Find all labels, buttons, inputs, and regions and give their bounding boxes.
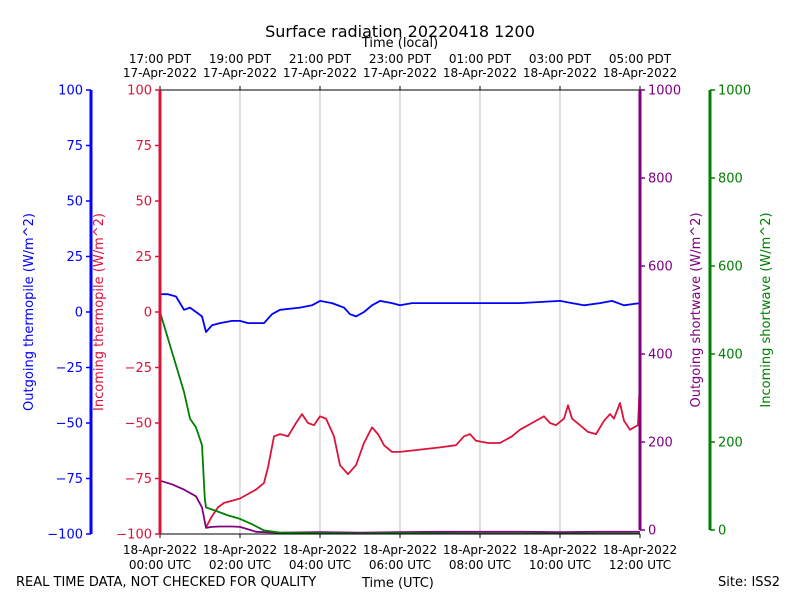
- x-top-date-1: 17-Apr-2022: [203, 66, 277, 80]
- incoming-thermopile-tick-label-2: −50: [125, 417, 152, 432]
- incoming-shortwave-tick-label-0: 0: [718, 524, 726, 539]
- x-bottom-time-1: 02:00 UTC: [209, 558, 271, 572]
- x-bottom-time-4: 08:00 UTC: [449, 558, 511, 572]
- outgoing-shortwave-axis-label: Outgoing shortwave (W/m^2): [689, 212, 704, 407]
- outgoing-thermopile-tick-label-0: −100: [47, 528, 83, 543]
- x-bottom-date-5: 18-Apr-2022: [523, 543, 597, 557]
- x-top-date-6: 18-Apr-2022: [603, 66, 677, 80]
- x-top-date-2: 17-Apr-2022: [283, 66, 357, 80]
- series-line-incoming-thermopile: [205, 378, 641, 528]
- x-bottom-date-2: 18-Apr-2022: [283, 543, 357, 557]
- incoming-thermopile-tick-label-4: 0: [144, 306, 152, 321]
- x-bottom-time-6: 12:00 UTC: [609, 558, 671, 572]
- incoming-shortwave-axis-label: Incoming shortwave (W/m^2): [759, 212, 774, 407]
- series-line-outgoing-thermopile: [160, 293, 641, 333]
- x-top-time-1: 19:00 PDT: [209, 52, 272, 66]
- x-top-time-2: 21:00 PDT: [289, 52, 352, 66]
- incoming-thermopile-tick-label-3: −25: [125, 361, 152, 376]
- x-bottom-time-2: 04:00 UTC: [289, 558, 351, 572]
- incoming-shortwave-tick-label-5: 1000: [718, 84, 751, 99]
- bottom-axis-label: Time (UTC): [362, 576, 434, 591]
- outgoing-shortwave-tick-label-0: 0: [648, 524, 656, 539]
- x-top-time-3: 23:00 PDT: [369, 52, 432, 66]
- top-axis-label: Time (local): [361, 36, 438, 51]
- outgoing-thermopile-tick-label-4: 0: [75, 306, 83, 321]
- x-top-date-0: 17-Apr-2022: [123, 66, 197, 80]
- x-top-time-4: 01:00 PDT: [449, 52, 512, 66]
- incoming-thermopile-axis-label: Incoming thermopile (W/m^2): [92, 213, 107, 411]
- incoming-thermopile-tick-label-0: −100: [116, 528, 152, 543]
- x-bottom-date-6: 18-Apr-2022: [603, 543, 677, 557]
- incoming-thermopile-tick-label-8: 100: [127, 84, 152, 99]
- outgoing-thermopile-tick-label-2: −50: [56, 417, 83, 432]
- quality-notice: REAL TIME DATA, NOT CHECKED FOR QUALITY: [16, 575, 317, 590]
- incoming-shortwave-tick-label-1: 200: [718, 436, 743, 451]
- outgoing-shortwave-tick-label-2: 400: [648, 348, 673, 363]
- site-label: Site: ISS2: [718, 575, 781, 590]
- outgoing-shortwave-tick-label-1: 200: [648, 436, 673, 451]
- x-top-time-5: 03:00 PDT: [529, 52, 592, 66]
- x-bottom-time-5: 10:00 UTC: [529, 558, 591, 572]
- outgoing-thermopile-tick-label-6: 50: [66, 195, 83, 210]
- x-top-time-6: 05:00 PDT: [609, 52, 672, 66]
- outgoing-thermopile-axis-label: Outgoing thermopile (W/m^2): [22, 213, 37, 411]
- x-top-time-0: 17:00 PDT: [129, 52, 192, 66]
- outgoing-thermopile-tick-label-5: 25: [66, 250, 83, 265]
- x-bottom-date-1: 18-Apr-2022: [203, 543, 277, 557]
- incoming-thermopile-tick-label-1: −75: [125, 472, 152, 487]
- outgoing-thermopile-tick-label-8: 100: [58, 84, 83, 99]
- chart-title: Surface radiation 20220418 1200: [265, 22, 535, 41]
- x-bottom-date-0: 18-Apr-2022: [123, 543, 197, 557]
- x-top-date-5: 18-Apr-2022: [523, 66, 597, 80]
- series-line-incoming-shortwave: [159, 311, 640, 535]
- incoming-shortwave-tick-label-4: 800: [718, 172, 743, 187]
- incoming-shortwave-tick-label-3: 600: [718, 260, 743, 275]
- x-bottom-time-0: 00:00 UTC: [129, 558, 191, 572]
- incoming-shortwave-tick-label-2: 400: [718, 348, 743, 363]
- outgoing-shortwave-tick-label-5: 1000: [648, 84, 681, 99]
- outgoing-shortwave-tick-label-3: 600: [648, 260, 673, 275]
- incoming-thermopile-tick-label-5: 25: [135, 250, 152, 265]
- x-top-date-3: 17-Apr-2022: [363, 66, 437, 80]
- series-lines: [159, 293, 641, 535]
- incoming-thermopile-tick-label-6: 50: [135, 195, 152, 210]
- outgoing-shortwave-tick-label-4: 800: [648, 172, 673, 187]
- x-top-date-4: 18-Apr-2022: [443, 66, 517, 80]
- incoming-thermopile-tick-label-7: 75: [135, 139, 152, 154]
- x-bottom-date-4: 18-Apr-2022: [443, 543, 517, 557]
- x-bottom-date-3: 18-Apr-2022: [363, 543, 437, 557]
- x-bottom-time-3: 06:00 UTC: [369, 558, 431, 572]
- outgoing-thermopile-tick-label-7: 75: [66, 139, 83, 154]
- outgoing-thermopile-tick-label-3: −25: [56, 361, 83, 376]
- outgoing-thermopile-tick-label-1: −75: [56, 472, 83, 487]
- series-line-outgoing-shortwave: [159, 479, 640, 534]
- grid-lines: [239, 90, 561, 534]
